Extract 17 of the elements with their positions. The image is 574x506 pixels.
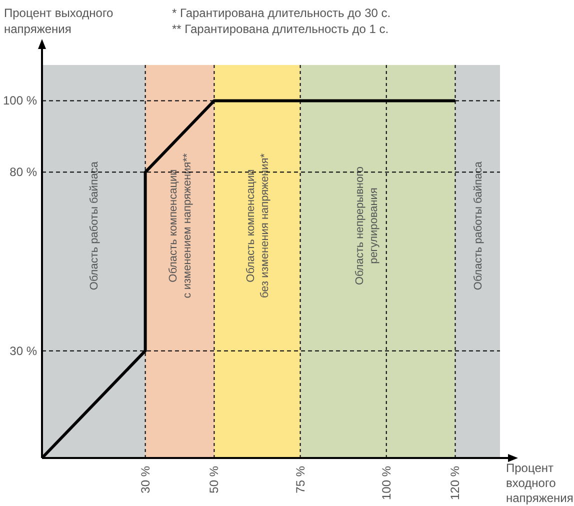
band-label: Область компенсации с изменением напряжения** xyxy=(168,152,194,298)
y-tick-label: 80 % xyxy=(10,165,38,180)
band-label: Область непрерывного регулирования xyxy=(354,166,380,286)
y-tick-label: 100 % xyxy=(2,94,38,108)
x-tick-label: 75 % xyxy=(293,466,308,494)
y-axis-title: Процент выходного напряжения xyxy=(4,6,114,36)
text: * Гарантирована длительность до 30 с. xyxy=(172,6,391,20)
x-tick-label: 100 % xyxy=(379,466,394,500)
band-label: Область работы байпаса xyxy=(472,160,485,290)
band-label: Область компенсации без изменения напряжения* xyxy=(245,152,272,298)
y-tick-label: 30 % xyxy=(10,344,38,358)
x-tick-label: 120 % xyxy=(448,466,462,500)
text: ** Гарантирована длительность до 1 с. xyxy=(172,22,389,36)
x-tick-label: 30 % xyxy=(138,466,152,494)
x-tick-label: 50 % xyxy=(207,466,222,494)
x-axis-title: Процент входного напряжения xyxy=(506,461,574,505)
band-label: Область работы байпаса xyxy=(88,160,101,290)
